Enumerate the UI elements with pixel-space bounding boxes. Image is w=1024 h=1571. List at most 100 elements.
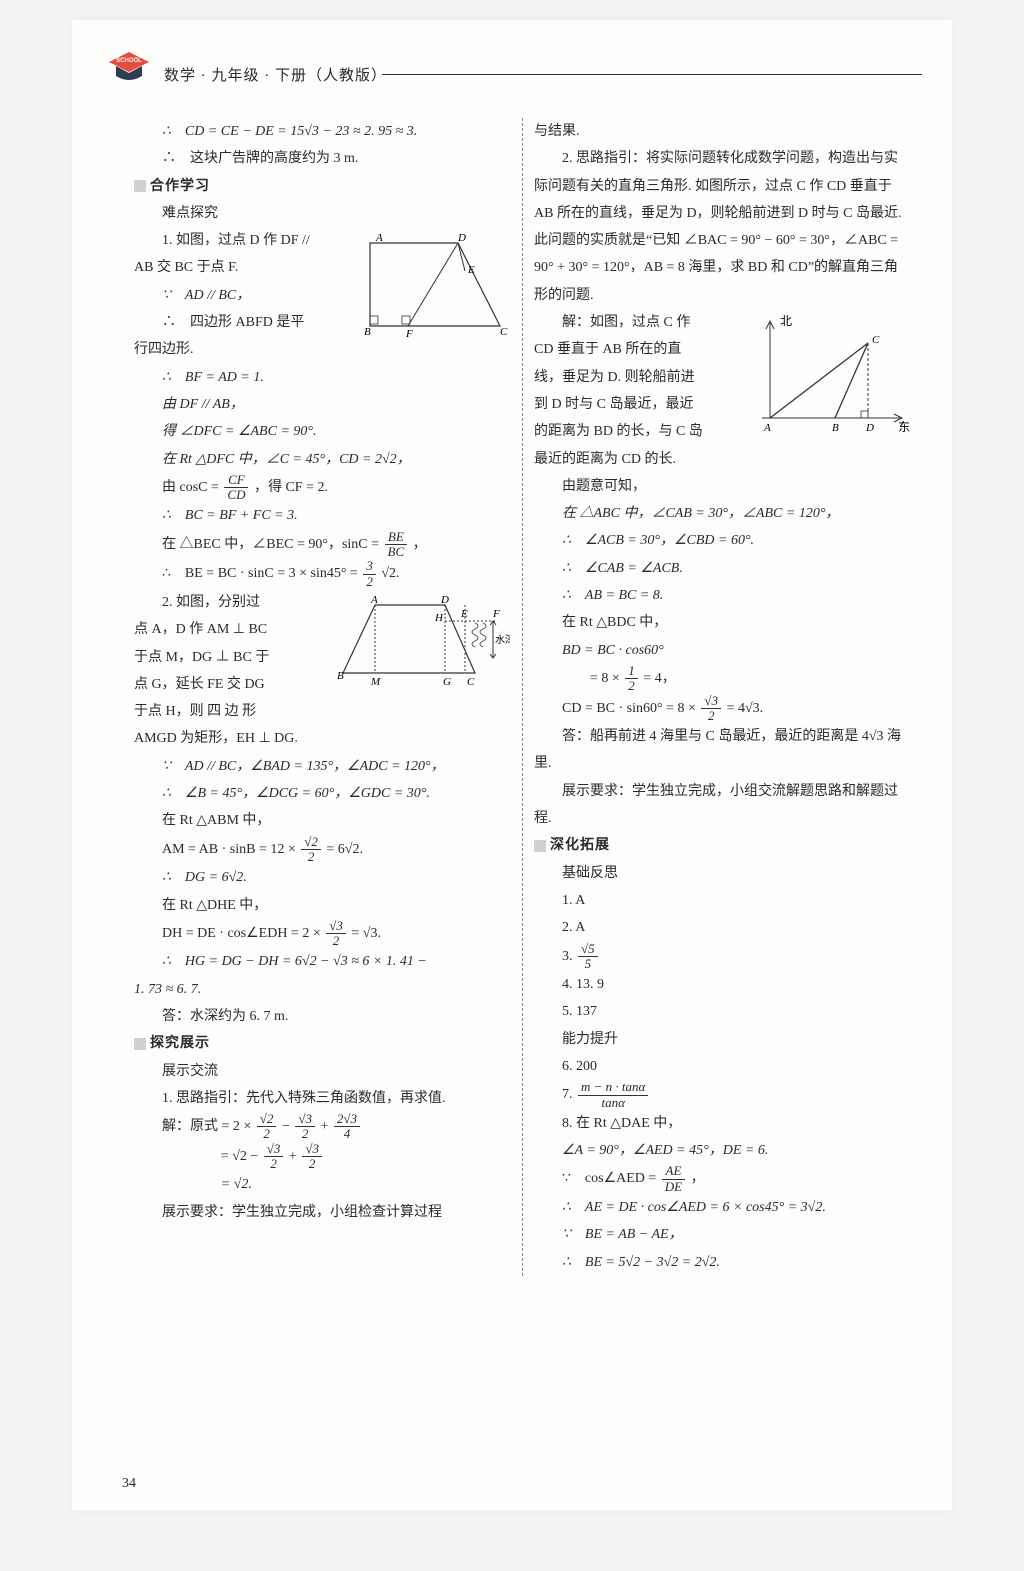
answer-line: 1. A — [534, 887, 910, 914]
text: = 4√3. — [727, 701, 764, 716]
answer-line: 5. 137 — [534, 998, 910, 1025]
text-line: ∴ CD = CE − DE = 15√3 − 23 ≈ 2. 95 ≈ 3. — [134, 118, 510, 145]
text-line: ∴ ∠B = 45°，∠DCG = 60°，∠GDC = 30°. — [134, 780, 510, 807]
column-divider — [522, 118, 523, 1276]
text: 解：原式 = 2 × — [162, 1119, 251, 1134]
text-line: 在 △ABC 中，∠CAB = 30°，∠ABC = 120°， — [534, 500, 910, 527]
svg-text:水深: 水深 — [495, 634, 510, 646]
fraction: BEBC — [385, 530, 408, 560]
page-header: SCHOOL 数学 · 九年级 · 下册（人教版） — [122, 60, 922, 100]
text: ∴ BE = BC · sinC = 3 × sin45° = — [162, 566, 358, 581]
svg-text:C: C — [467, 676, 475, 688]
text-line: 在 Rt △ABM 中， — [134, 807, 510, 834]
header-rule — [382, 74, 922, 75]
svg-text:M: M — [370, 676, 381, 688]
svg-text:东: 东 — [898, 420, 910, 434]
text-line: 1. 思路指引：先代入特殊三角函数值，再求值. — [134, 1085, 510, 1112]
text: = 4， — [643, 671, 675, 686]
subsection: 难点探究 — [134, 200, 510, 227]
text-line: CD = BC · sin60° = 8 × √32 = 4√3. — [534, 694, 910, 724]
school-logo-icon: SCHOOL — [104, 48, 154, 88]
svg-text:H: H — [434, 612, 444, 624]
section-title: 合作学习 — [150, 179, 210, 194]
svg-text:G: G — [443, 676, 451, 688]
svg-text:A: A — [375, 232, 383, 244]
text-line: ∵ BE = AB − AE， — [534, 1221, 910, 1248]
figure-trapezoid-2: A B C D E F G H M 水深 — [335, 593, 510, 693]
svg-text:F: F — [492, 608, 500, 620]
svg-text:D: D — [865, 422, 874, 434]
text-line: = √2 − √32 + √32 — [134, 1142, 510, 1172]
fraction: 32 — [363, 559, 376, 589]
fraction: √32 — [295, 1112, 315, 1142]
answer-line: 7. m − n · tanαtanα — [534, 1080, 910, 1110]
page-number: 34 — [122, 1476, 136, 1492]
text-line: BD = BC · cos60° — [534, 637, 910, 664]
subsection: 展示交流 — [134, 1058, 510, 1085]
text: √2. — [381, 566, 399, 581]
content-columns: ∴ CD = CE − DE = 15√3 − 23 ≈ 2. 95 ≈ 3. … — [122, 118, 922, 1276]
text-line: ∴ BC = BF + FC = 3. — [134, 502, 510, 529]
svg-text:C: C — [500, 326, 508, 338]
text-line: 答：水深约为 6. 7 m. — [134, 1003, 510, 1030]
fraction: AEDE — [662, 1164, 685, 1194]
left-column: ∴ CD = CE − DE = 15√3 − 23 ≈ 2. 95 ≈ 3. … — [122, 118, 522, 1276]
text: 在 △BEC 中，∠BEC = 90°，sinC = — [162, 537, 379, 552]
fraction: √55 — [578, 942, 598, 972]
answer-line: 3. √55 — [534, 942, 910, 972]
text-line: = 8 × 12 = 4， — [534, 664, 910, 694]
text: ， — [691, 1171, 705, 1186]
text-line: 在 Rt △DFC 中，∠C = 45°，CD = 2√2， — [134, 446, 510, 473]
text-line: 由题意可知， — [534, 473, 910, 500]
section-title: 深化拓展 — [550, 838, 610, 853]
section-marker-icon — [534, 840, 546, 852]
text-line: 在 △BEC 中，∠BEC = 90°，sinC = BEBC ， — [134, 530, 510, 560]
text: = 6√2. — [326, 842, 363, 857]
text: = 8 × — [562, 671, 620, 686]
answer-line: 6. 200 — [534, 1053, 910, 1080]
text: 3. — [562, 949, 576, 964]
text: AM = AB · sinB = 12 × — [162, 842, 296, 857]
text-line: ∴ BE = BC · sinC = 3 × sin45° = 32 √2. — [134, 559, 510, 589]
right-column: 与结果. 2. 思路指引：将实际问题转化成数学问题，构造出与实际问题有关的直角三… — [522, 118, 922, 1276]
text-line: 在 Rt △BDC 中， — [534, 609, 910, 636]
text: 由 cosC = — [162, 480, 219, 495]
text: + — [289, 1149, 300, 1164]
fraction: √32 — [302, 1142, 322, 1172]
svg-text:E: E — [467, 264, 475, 276]
text-line: 1. 73 ≈ 6. 7. — [134, 976, 510, 1003]
text-line: ∴ ∠CAB = ∠ACB. — [534, 555, 910, 582]
section-heading: 探究展示 — [134, 1030, 510, 1057]
text-line: 由 DF // AB， — [134, 391, 510, 418]
text-line: ∴ ∠ACB = 30°，∠CBD = 60°. — [534, 527, 910, 554]
text-line: 得 ∠DFC = ∠ABC = 90°. — [134, 418, 510, 445]
svg-text:E: E — [460, 608, 468, 620]
section-heading: 合作学习 — [134, 173, 510, 200]
text-line: ∴ 这块广告牌的高度约为 3 m. — [134, 145, 510, 172]
answer-line: 4. 13. 9 — [534, 971, 910, 998]
subsection: 能力提升 — [534, 1026, 910, 1053]
fraction: √32 — [264, 1142, 284, 1172]
svg-text:C: C — [872, 334, 880, 346]
text-line: 与结果. — [534, 118, 910, 145]
header-title: 数学 · 九年级 · 下册（人教版） — [164, 64, 387, 85]
text-line: 展示要求：学生独立完成，小组检查计算过程 — [134, 1199, 510, 1226]
svg-text:SCHOOL: SCHOOL — [116, 58, 142, 64]
text-line: 于点 H，则 四 边 形 — [134, 698, 510, 725]
text-line: ∵ cos∠AED = AEDE ， — [534, 1164, 910, 1194]
text: DH = DE · cos∠EDH = 2 × — [162, 926, 321, 941]
text-line: ∴ AB = BC = 8. — [534, 582, 910, 609]
text-line: ∴ BF = AD = 1. — [134, 364, 510, 391]
fraction: √22 — [257, 1112, 277, 1142]
text-line: ∠A = 90°，∠AED = 45°，DE = 6. — [534, 1137, 910, 1164]
figure-trapezoid-1: A B C D E F — [360, 231, 510, 341]
text-line: 最近的距离为 CD 的长. — [534, 446, 910, 473]
text-line: 答：船再前进 4 海里与 C 岛最近，最近的距离是 4√3 海里. — [534, 723, 910, 778]
fraction: √32 — [326, 919, 346, 949]
section-heading: 深化拓展 — [534, 832, 910, 859]
svg-text:A: A — [370, 594, 378, 606]
text-line: ∴ BE = 5√2 − 3√2 = 2√2. — [534, 1249, 910, 1276]
svg-text:B: B — [337, 670, 344, 682]
text-line: ∴ AE = DE · cos∠AED = 6 × cos45° = 3√2. — [534, 1194, 910, 1221]
text-line: ∵ AD // BC，∠BAD = 135°，∠ADC = 120°， — [134, 753, 510, 780]
